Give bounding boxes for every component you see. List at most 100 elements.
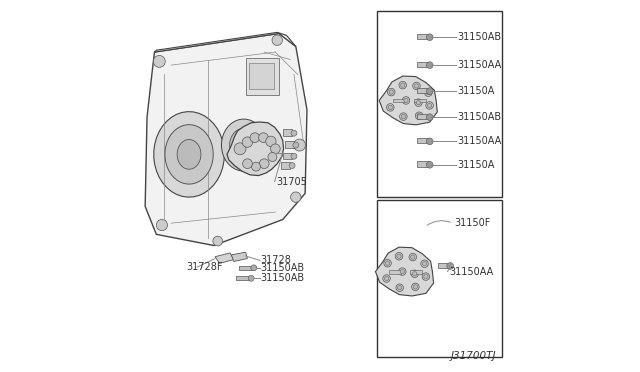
Circle shape (234, 143, 246, 155)
Circle shape (401, 83, 405, 87)
Text: J31700TJ: J31700TJ (451, 351, 497, 361)
Circle shape (424, 89, 432, 96)
Bar (389, 270, 401, 273)
Polygon shape (232, 252, 248, 262)
Bar (246, 58, 279, 95)
Circle shape (396, 284, 403, 292)
Text: 31705: 31705 (276, 177, 307, 186)
Bar (417, 34, 429, 39)
Circle shape (415, 99, 422, 106)
Circle shape (404, 98, 408, 103)
Circle shape (259, 159, 269, 169)
Bar (410, 270, 422, 273)
Circle shape (397, 286, 402, 290)
Circle shape (426, 138, 433, 145)
Circle shape (396, 253, 403, 260)
Circle shape (416, 100, 420, 105)
Polygon shape (154, 32, 296, 52)
Text: 31728F: 31728F (186, 262, 223, 272)
Bar (414, 99, 426, 102)
Circle shape (243, 137, 253, 147)
Bar (376, 11, 502, 197)
Text: 31150AB: 31150AB (458, 32, 502, 42)
Text: 31150AA: 31150AA (458, 137, 502, 146)
Text: 31728: 31728 (260, 256, 291, 265)
Bar (417, 114, 429, 119)
Circle shape (213, 236, 223, 246)
Circle shape (413, 285, 417, 289)
Text: 31150AB: 31150AB (260, 263, 305, 273)
Circle shape (387, 104, 394, 111)
Circle shape (385, 261, 390, 265)
Circle shape (426, 102, 433, 109)
Circle shape (289, 163, 295, 169)
Circle shape (447, 263, 454, 269)
Circle shape (428, 103, 432, 108)
Circle shape (266, 136, 276, 147)
Circle shape (271, 144, 280, 154)
Circle shape (294, 139, 305, 151)
Bar (417, 138, 429, 143)
Text: 31150A: 31150A (458, 160, 495, 170)
Polygon shape (230, 128, 258, 162)
Circle shape (415, 112, 423, 119)
Circle shape (272, 35, 282, 45)
Circle shape (387, 88, 395, 96)
Circle shape (417, 113, 421, 118)
Circle shape (426, 161, 433, 168)
Text: 31150AA: 31150AA (449, 267, 493, 276)
Circle shape (389, 90, 394, 94)
Bar (285, 141, 294, 148)
Polygon shape (376, 247, 433, 296)
Circle shape (413, 272, 417, 276)
Bar (376, 200, 502, 357)
Polygon shape (221, 119, 266, 171)
Circle shape (293, 142, 299, 148)
Circle shape (399, 81, 406, 89)
Circle shape (414, 84, 419, 88)
Circle shape (411, 255, 415, 259)
Text: 31150F: 31150F (454, 218, 491, 228)
Text: 31150AB: 31150AB (458, 112, 502, 122)
Text: 31150AB: 31150AB (260, 273, 305, 283)
Circle shape (403, 97, 410, 104)
Circle shape (154, 55, 165, 67)
Bar (393, 99, 404, 102)
Circle shape (424, 275, 428, 279)
Text: 31150A: 31150A (458, 86, 495, 96)
Circle shape (420, 260, 428, 267)
Polygon shape (165, 125, 213, 184)
Polygon shape (145, 33, 307, 246)
Circle shape (422, 262, 427, 266)
Circle shape (411, 270, 419, 278)
Bar (250, 63, 273, 89)
Circle shape (399, 113, 407, 121)
Circle shape (401, 115, 406, 119)
Circle shape (248, 275, 254, 281)
Circle shape (291, 153, 297, 159)
Circle shape (426, 62, 433, 68)
Circle shape (251, 265, 257, 271)
Circle shape (291, 130, 297, 136)
Bar (417, 161, 429, 167)
Bar (417, 62, 429, 67)
Circle shape (399, 268, 406, 275)
Bar (281, 162, 291, 169)
Circle shape (388, 105, 392, 109)
Polygon shape (154, 112, 225, 197)
Circle shape (252, 162, 260, 171)
Circle shape (397, 254, 401, 259)
Polygon shape (177, 140, 201, 169)
Bar (239, 266, 253, 270)
Circle shape (259, 133, 268, 142)
Circle shape (426, 90, 430, 95)
Bar (417, 88, 429, 93)
Circle shape (400, 269, 404, 274)
Circle shape (250, 133, 260, 142)
Circle shape (426, 114, 433, 121)
Circle shape (156, 219, 168, 231)
Bar (283, 129, 292, 136)
Circle shape (291, 192, 301, 202)
Circle shape (409, 253, 417, 261)
Polygon shape (215, 253, 234, 263)
